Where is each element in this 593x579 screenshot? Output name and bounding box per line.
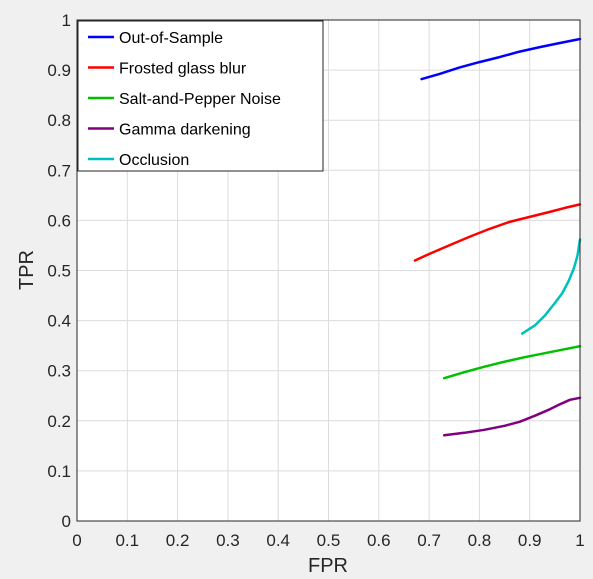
series-line — [442, 396, 582, 437]
x-tick-label: 0.7 — [417, 531, 441, 550]
y-tick-label: 0.9 — [47, 61, 71, 80]
y-tick-label: 0.8 — [47, 111, 71, 130]
x-tick-label: 0.5 — [317, 531, 341, 550]
legend-box — [77, 20, 324, 172]
y-tick-label: 0.1 — [47, 462, 71, 481]
legend-label: Frosted glass blur — [119, 61, 247, 78]
y-tick-label: 0 — [62, 512, 71, 531]
x-tick-label: 0 — [72, 531, 81, 550]
grid — [77, 20, 580, 521]
series-line — [520, 238, 582, 335]
y-tick-label: 1 — [62, 11, 71, 30]
legend-label: Salt-and-Pepper Noise — [119, 91, 281, 108]
series-line — [413, 203, 582, 262]
series-layer — [413, 37, 582, 437]
x-tick-labels: 0 0.1 0.2 0.3 0.4 0.5 0.6 0.7 0.8 0.9 1 — [72, 531, 584, 550]
x-tick-label: 0.3 — [216, 531, 240, 550]
x-axis-label: FPR — [308, 555, 348, 577]
y-axis-label: TPR — [16, 250, 38, 290]
legend: Out-of-Sample Frosted glass blur Salt-and-… — [77, 20, 324, 172]
y-tick-label: 0.5 — [47, 262, 71, 281]
series-line — [442, 344, 582, 380]
x-tick-label: 0.6 — [367, 531, 391, 550]
y-tick-label: 0.3 — [47, 362, 71, 381]
legend-label: Occlusion — [119, 152, 189, 169]
y-tick-label: 0.6 — [47, 211, 71, 230]
y-tick-labels: 0 0.1 0.2 0.3 0.4 0.5 0.6 0.7 0.8 0.9 1 — [47, 11, 71, 531]
y-tick-label: 0.2 — [47, 412, 71, 431]
legend-label: Out-of-Sample — [119, 30, 223, 47]
plot-border — [76, 19, 581, 522]
x-tick-label: 0.9 — [518, 531, 542, 550]
y-tick-label: 0.7 — [47, 161, 71, 180]
x-tick-label: 1 — [575, 531, 584, 550]
legend-label: Gamma darkening — [119, 122, 251, 139]
x-tick-label: 0.1 — [115, 531, 139, 550]
series-line — [420, 37, 582, 81]
y-tick-label: 0.4 — [47, 312, 71, 331]
x-tick-label: 0.4 — [266, 531, 290, 550]
x-tick-label: 0.2 — [166, 531, 190, 550]
x-tick-label: 0.8 — [468, 531, 492, 550]
